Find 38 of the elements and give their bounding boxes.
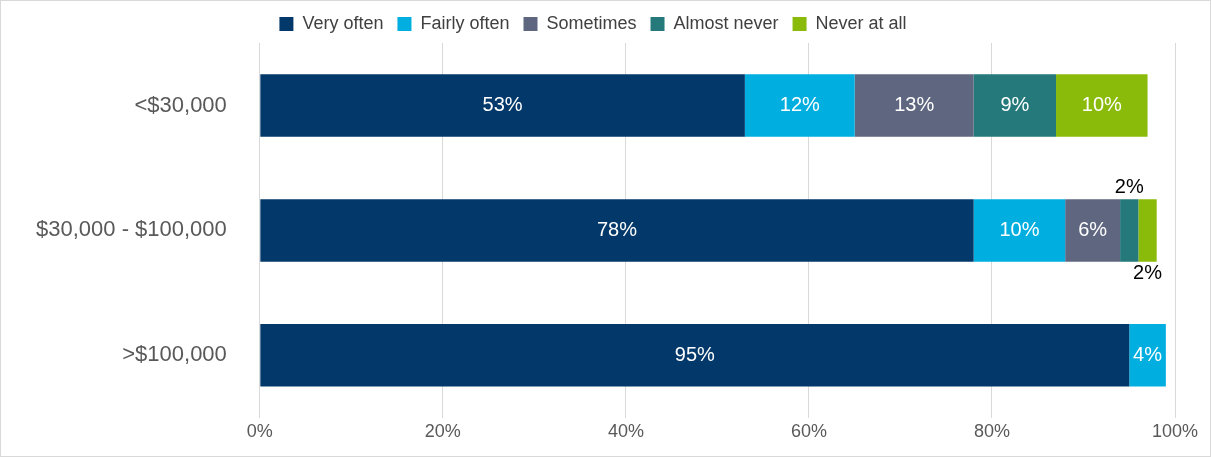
bar	[1120, 199, 1139, 262]
data-label: 4%	[1133, 342, 1163, 365]
bar	[1056, 74, 1148, 137]
bar	[1138, 199, 1157, 262]
data-label: 10%	[999, 217, 1040, 240]
data-label: 78%	[596, 217, 638, 240]
legend-label: Almost never	[673, 12, 779, 33]
data-label: 9%	[1000, 92, 1030, 115]
data-label: 2%	[1114, 174, 1144, 197]
bar	[1129, 324, 1166, 387]
legend-label: Sometimes	[546, 12, 637, 33]
x-tick-label: 40%	[607, 420, 644, 441]
data-label: 12%	[779, 92, 821, 115]
bar	[854, 74, 974, 137]
bar	[973, 199, 1066, 262]
bar	[260, 199, 974, 262]
data-label: 95%	[674, 342, 716, 365]
legend-label: Very often	[302, 12, 384, 33]
y-tick-label: >$100,000	[122, 341, 227, 367]
data-label: 53%	[482, 92, 523, 115]
legend-label: Fairly often	[420, 12, 510, 33]
bar	[260, 74, 745, 137]
data-label: 13%	[894, 92, 935, 115]
data-label: 6%	[1078, 217, 1108, 240]
x-tick-label: 60%	[790, 420, 827, 441]
x-tick-label: 80%	[973, 420, 1010, 441]
x-tick-label: 0%	[246, 420, 273, 441]
data-label: 10%	[1081, 92, 1123, 115]
bar	[744, 74, 855, 137]
bar	[1065, 199, 1121, 262]
y-tick-label: $30,000 - $100,000	[35, 216, 227, 242]
data-label: 2%	[1133, 261, 1163, 284]
bar	[973, 74, 1057, 137]
x-tick-label: 100%	[1151, 420, 1199, 441]
y-tick-label: <$30,000	[134, 91, 227, 117]
legend-label: Never at all	[815, 12, 907, 33]
x-tick-label: 20%	[424, 420, 461, 441]
bar	[260, 324, 1130, 387]
